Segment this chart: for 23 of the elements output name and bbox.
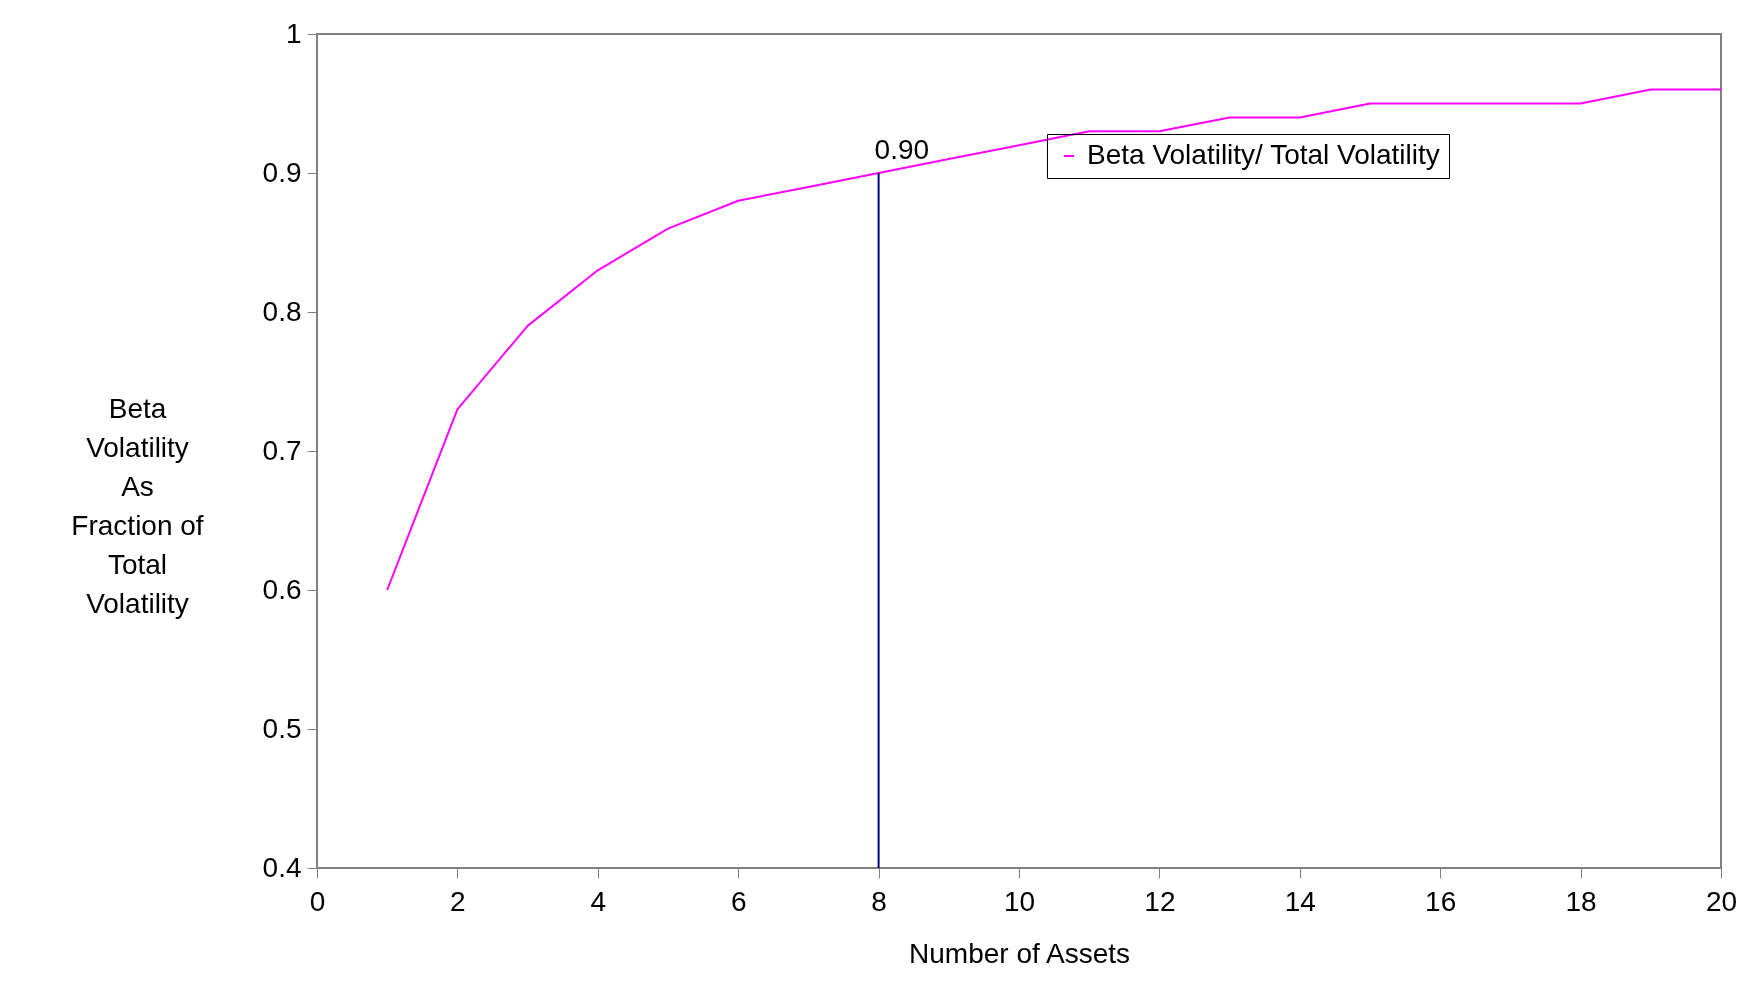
x-tick-label: 12 — [1144, 885, 1176, 917]
y-tick-label: 0.5 — [262, 712, 302, 744]
x-tick-label: 14 — [1284, 885, 1316, 917]
x-tick-label: 0 — [309, 885, 326, 917]
y-tick-label: 0.4 — [262, 851, 302, 883]
line-series — [386, 88, 1722, 591]
y-tick-label: 0.6 — [262, 573, 302, 605]
x-tick-label: 16 — [1425, 885, 1457, 917]
x-tick-label: 6 — [730, 885, 747, 917]
x-tick-label: 18 — [1565, 885, 1597, 917]
y-axis-title: Beta Volatility As Fraction of Total Volatility — [71, 392, 204, 619]
x-tick-label: 4 — [590, 885, 607, 917]
x-tick-label: 20 — [1705, 885, 1738, 917]
legend-label: Beta Volatility/ Total Volatility — [1087, 139, 1440, 170]
y-tick-label: 1 — [285, 17, 302, 49]
y-tick-label: 0.8 — [262, 295, 302, 327]
x-tick-label: 2 — [450, 885, 466, 917]
x-axis-title: Number of Assets — [909, 937, 1130, 969]
y-tick-label: 0.9 — [262, 156, 302, 188]
x-tick-label: 8 — [871, 885, 887, 917]
annotation: 0.90 — [874, 134, 930, 165]
x-tick-label: 10 — [1003, 885, 1036, 917]
y-tick-label: 0.7 — [262, 434, 302, 466]
